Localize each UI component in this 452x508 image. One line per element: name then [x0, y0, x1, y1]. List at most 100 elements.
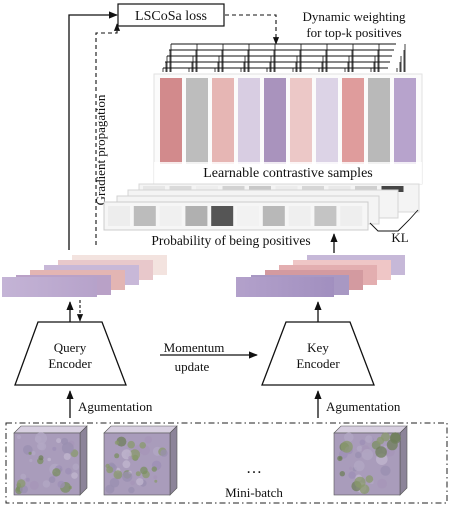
image-texture [30, 481, 39, 490]
image-texture [17, 479, 26, 488]
image-texture [61, 438, 68, 445]
image-texture [130, 481, 135, 486]
image-texture [375, 446, 387, 458]
image-texture [56, 438, 61, 443]
image-texture [123, 460, 131, 468]
momentum-line1: Momentum [164, 340, 225, 355]
probability-cell [314, 206, 336, 226]
image-texture [160, 449, 167, 456]
image-texture [29, 452, 32, 455]
probability-cell [289, 206, 311, 226]
sample-bar [342, 78, 364, 164]
kl-label: KL [391, 230, 408, 245]
image-texture [47, 458, 51, 462]
image-texture [65, 468, 72, 475]
minibatch-label: Mini-batch [225, 485, 283, 500]
image-texture [52, 447, 56, 451]
image-texture [39, 455, 44, 460]
minibatch-image [104, 426, 177, 495]
image-texture [114, 453, 119, 458]
image-texture [115, 441, 119, 445]
image-texture [362, 449, 373, 460]
sample-bar [264, 78, 286, 164]
sample-bar [316, 78, 338, 164]
probability-cell [134, 206, 156, 226]
image-texture [52, 468, 60, 476]
minibatch-images [14, 426, 407, 495]
image-texture [153, 475, 157, 479]
image-texture [20, 474, 26, 480]
image-texture [35, 436, 42, 443]
gradient-label: Gradient propagation [93, 94, 108, 205]
image-texture [128, 456, 132, 460]
image-side-face [400, 426, 407, 495]
probability-cell [263, 206, 285, 226]
learnable-label: Learnable contrastive samples [203, 166, 372, 181]
probability-cell [108, 206, 130, 226]
sample-bar [238, 78, 260, 164]
image-texture [340, 471, 345, 476]
probability-cell [211, 206, 233, 226]
sample-bar [368, 78, 390, 164]
weighting-comb [163, 44, 405, 72]
image-texture [64, 453, 71, 460]
image-texture [140, 467, 148, 475]
sample-bar [212, 78, 234, 164]
dynamic-weighting-line2: for top-k positives [306, 25, 401, 40]
minibatch-ellipsis: … [246, 460, 262, 477]
probability-cell [237, 206, 259, 226]
image-texture [105, 485, 114, 494]
query-feature-front [2, 277, 97, 297]
loss-to-weighting-dashed [225, 15, 276, 44]
image-texture [71, 472, 78, 479]
image-texture [43, 480, 50, 487]
probability-cell [185, 206, 207, 226]
image-texture [139, 442, 146, 449]
image-texture [366, 475, 374, 483]
image-top-face [334, 426, 407, 433]
image-texture [128, 487, 134, 493]
image-side-face [80, 426, 87, 495]
image-texture [377, 479, 387, 489]
aug-right-label: Agumentation [326, 399, 401, 414]
minibatch-image [14, 426, 87, 495]
probability-cell [340, 206, 362, 226]
image-texture [26, 478, 30, 482]
image-texture [106, 466, 113, 473]
image-texture [145, 436, 152, 443]
query-encoder-line2: Encoder [48, 356, 92, 371]
dynamic-weighting-line1: Dynamic weighting [303, 9, 406, 24]
probability-stack [104, 184, 419, 230]
image-texture [339, 457, 342, 460]
probability-cell [160, 206, 182, 226]
image-texture [122, 472, 132, 482]
learnable-samples-panel: Learnable contrastive samples [154, 74, 422, 184]
image-texture [136, 478, 143, 485]
image-side-face [170, 426, 177, 495]
image-texture [360, 440, 366, 446]
image-texture [344, 433, 354, 443]
image-texture [354, 461, 365, 472]
minibatch-image [334, 426, 407, 495]
image-texture [381, 432, 390, 441]
query-encoder-line1: Query [54, 340, 87, 355]
image-texture [355, 452, 361, 458]
image-texture [29, 459, 32, 462]
image-texture [154, 480, 157, 483]
image-texture [17, 435, 21, 439]
image-texture [354, 477, 365, 488]
probability-label: Probability of being positives [151, 233, 310, 248]
key-feature-front [236, 277, 334, 297]
image-texture [114, 470, 123, 479]
image-texture [349, 467, 352, 470]
momentum-line2: update [175, 359, 210, 374]
image-top-face [14, 426, 87, 433]
image-texture [365, 435, 373, 443]
loss-label: LSCoSa loss [135, 9, 207, 24]
key-encoder-line1: Key [307, 340, 329, 355]
sample-bar [394, 78, 416, 164]
image-texture [387, 439, 398, 450]
aug-left-label: Agumentation [78, 399, 153, 414]
image-texture [380, 466, 390, 476]
